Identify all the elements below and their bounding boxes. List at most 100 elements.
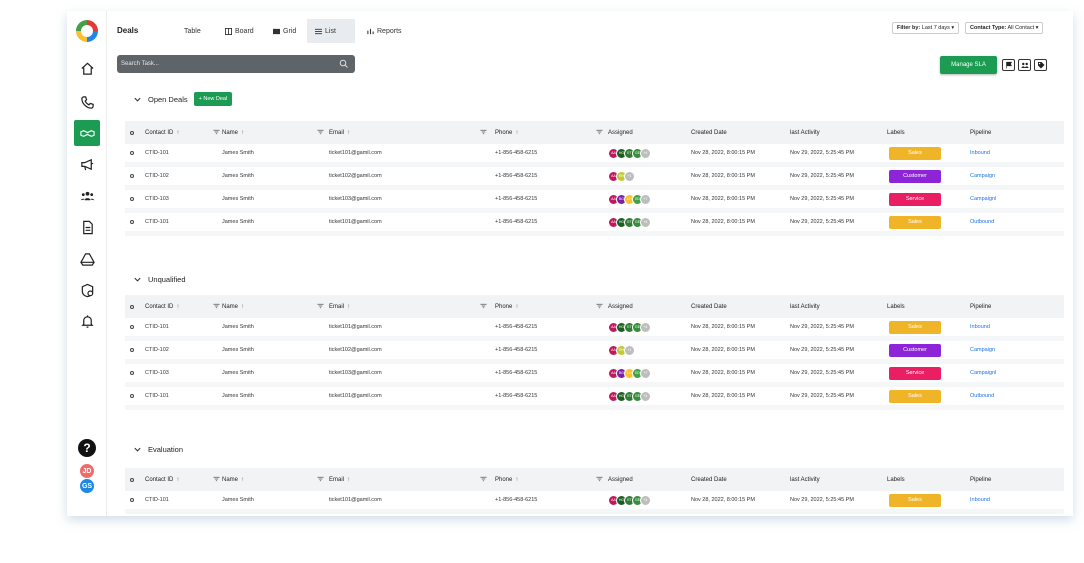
sort-arrow-icon[interactable]: ↑ xyxy=(241,476,245,483)
column-filter-icon[interactable] xyxy=(480,476,487,482)
sort-arrow-icon[interactable]: ↑ xyxy=(515,303,519,310)
sort-arrow-icon[interactable]: ↑ xyxy=(515,129,519,136)
assignee-avatar[interactable]: +4 xyxy=(640,216,651,228)
row-select-radio[interactable] xyxy=(130,144,134,162)
column-filter-icon[interactable] xyxy=(596,476,603,482)
assigned-avatars[interactable]: AA RH +1 xyxy=(608,167,635,185)
document-icon[interactable] xyxy=(74,214,100,240)
row-select-radio[interactable] xyxy=(130,213,134,231)
manage-sla-button[interactable]: Manage SLA xyxy=(940,56,997,74)
pipeline-link[interactable]: Campaign xyxy=(970,347,996,353)
table-row[interactable]: CTID-101 James Smith ticket101@gamil.com +1… xyxy=(125,213,1064,236)
tab-list[interactable]: List xyxy=(307,19,355,43)
label-badge[interactable]: Sales xyxy=(889,320,941,334)
assignee-avatar[interactable]: +7 xyxy=(640,193,651,205)
label-badge[interactable]: Service xyxy=(889,192,941,206)
pipeline-link[interactable]: Outbound xyxy=(970,219,995,225)
pipeline-link[interactable]: Inbound xyxy=(970,324,990,330)
chevron-down-icon[interactable] xyxy=(133,445,142,454)
col-header-contact-id[interactable]: Contact ID ↑ xyxy=(145,121,179,144)
label-badge[interactable]: Sales xyxy=(889,493,941,507)
assigned-avatars[interactable]: AA HG ET GE +4 xyxy=(608,144,651,162)
pipeline-link[interactable]: Inbound xyxy=(970,497,990,503)
tab-grid[interactable]: Grid xyxy=(265,19,304,43)
home-icon[interactable] xyxy=(74,55,100,81)
label-badge[interactable]: Service xyxy=(889,366,941,380)
row-select-radio[interactable] xyxy=(130,491,134,509)
tab-table[interactable]: Table xyxy=(176,19,209,43)
column-filter-icon[interactable] xyxy=(480,129,487,135)
col-header-email[interactable]: Email ↑ xyxy=(329,295,350,318)
pipeline-link[interactable]: Campaign xyxy=(970,173,996,179)
label-badge[interactable]: Customer xyxy=(889,169,941,183)
table-row[interactable]: CTID-103 James Smith ticket103@gamil.com +1… xyxy=(125,364,1064,387)
assigned-avatars[interactable]: AA RH +1 xyxy=(608,341,635,359)
assignee-avatar[interactable]: +1 xyxy=(624,170,635,182)
label-badge[interactable]: Sales xyxy=(889,389,941,403)
filter-by-dropdown[interactable]: Filter by: Last 7 days ▾ xyxy=(892,22,960,34)
label-badge[interactable]: Sales xyxy=(889,146,941,160)
table-row[interactable]: CTID-103 James Smith ticket103@gamil.com +1… xyxy=(125,190,1064,213)
sort-arrow-icon[interactable]: ↑ xyxy=(347,303,351,310)
assigned-avatars[interactable]: AA HG ET GE +4 xyxy=(608,491,651,509)
pipeline-link[interactable]: Outbound xyxy=(970,393,995,399)
col-header-email[interactable]: Email ↑ xyxy=(329,468,350,491)
bell-icon[interactable] xyxy=(74,308,100,334)
chevron-down-icon[interactable] xyxy=(133,275,142,284)
assigned-avatars[interactable]: AA BG LH ED +7 xyxy=(608,364,651,382)
col-header-name[interactable]: Name ↑ xyxy=(222,121,244,144)
sort-arrow-icon[interactable]: ↑ xyxy=(347,476,351,483)
sort-arrow-icon[interactable]: ↑ xyxy=(176,303,180,310)
row-select-radio[interactable] xyxy=(130,341,134,359)
table-row[interactable]: CTID-101 James Smith ticket101@gamil.com +1… xyxy=(125,387,1064,410)
label-badge[interactable]: Sales xyxy=(889,215,941,229)
contact-type-dropdown[interactable]: Contact Type: All Contact ▾ xyxy=(965,22,1044,34)
users-icon[interactable] xyxy=(74,183,100,209)
sort-arrow-icon[interactable]: ↑ xyxy=(176,476,180,483)
column-filter-icon[interactable] xyxy=(317,129,324,135)
pipeline-link[interactable]: Inbound xyxy=(970,150,990,156)
row-select-radio[interactable] xyxy=(130,190,134,208)
sort-arrow-icon[interactable]: ↑ xyxy=(176,129,180,136)
drive-icon[interactable] xyxy=(74,246,100,272)
pipeline-link[interactable]: Campaignl xyxy=(970,196,997,202)
column-filter-icon[interactable] xyxy=(317,476,324,482)
col-header-name[interactable]: Name ↑ xyxy=(222,468,244,491)
user-avatar-gs[interactable]: GS xyxy=(79,478,95,494)
phone-icon[interactable] xyxy=(74,89,100,115)
assigned-avatars[interactable]: AA HG ET GE +4 xyxy=(608,318,651,336)
flag-button[interactable] xyxy=(1002,59,1015,71)
table-row[interactable]: CTID-101 James Smith ticket101@gamil.com +1… xyxy=(125,144,1064,167)
chevron-down-icon[interactable] xyxy=(133,95,142,104)
table-row[interactable]: CTID-102 James Smith ticket102@gamil.com +1… xyxy=(125,341,1064,364)
table-row[interactable]: CTID-101 James Smith ticket101@gamil.com +1… xyxy=(125,318,1064,341)
sort-arrow-icon[interactable]: ↑ xyxy=(347,129,351,136)
col-header-phone[interactable]: Phone ↑ xyxy=(495,121,518,144)
assignee-avatar[interactable]: +4 xyxy=(640,147,651,159)
select-all-radio[interactable] xyxy=(130,468,134,491)
tag-button[interactable] xyxy=(1034,59,1047,71)
select-all-radio[interactable] xyxy=(130,121,134,144)
column-filter-icon[interactable] xyxy=(317,303,324,309)
user-avatar-jd[interactable]: JD xyxy=(79,463,95,479)
assignee-avatar[interactable]: +4 xyxy=(640,494,651,506)
assigned-avatars[interactable]: AA HG ET GE +4 xyxy=(608,387,651,405)
tab-board[interactable]: Board xyxy=(217,19,262,43)
team-button[interactable] xyxy=(1018,59,1031,71)
assignee-avatar[interactable]: +1 xyxy=(624,344,635,356)
column-filter-icon[interactable] xyxy=(596,129,603,135)
col-header-phone[interactable]: Phone ↑ xyxy=(495,468,518,491)
column-filter-icon[interactable] xyxy=(213,476,220,482)
row-select-radio[interactable] xyxy=(130,364,134,382)
row-select-radio[interactable] xyxy=(130,318,134,336)
pipeline-link[interactable]: Campaignl xyxy=(970,370,997,376)
help-icon[interactable]: ? xyxy=(78,439,96,457)
deals-icon[interactable] xyxy=(74,120,100,146)
table-row[interactable]: CTID-101 James Smith ticket101@gamil.com +1… xyxy=(125,491,1064,514)
row-select-radio[interactable] xyxy=(130,167,134,185)
column-filter-icon[interactable] xyxy=(213,129,220,135)
select-all-radio[interactable] xyxy=(130,295,134,318)
label-badge[interactable]: Customer xyxy=(889,343,941,357)
assignee-avatar[interactable]: +4 xyxy=(640,321,651,333)
tab-reports[interactable]: Reports xyxy=(359,19,410,43)
